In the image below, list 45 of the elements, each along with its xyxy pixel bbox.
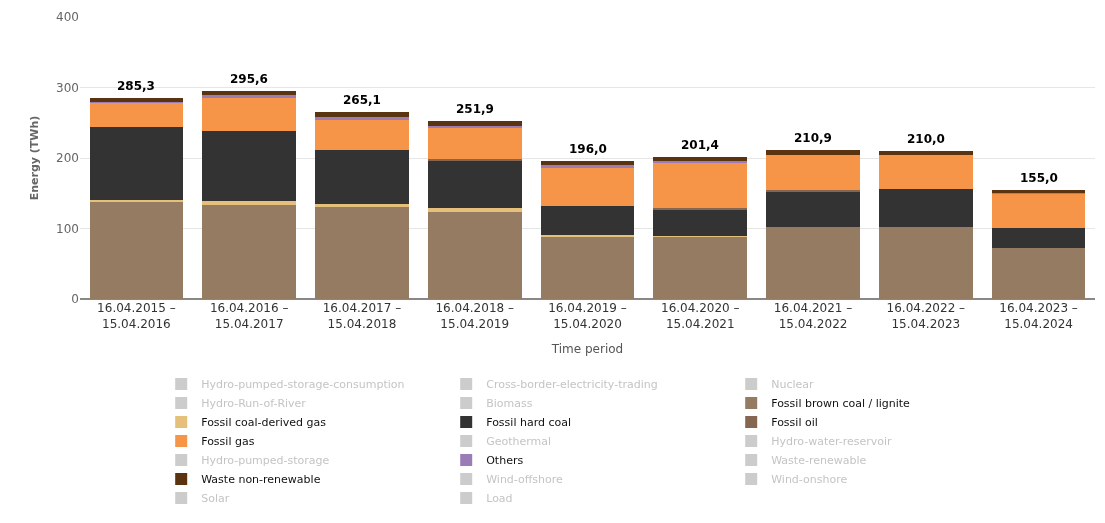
legend-label: Hydro-Run-of-River xyxy=(201,397,307,411)
legend-label: Waste-renewable xyxy=(771,454,867,468)
total-label: 196,0 xyxy=(569,142,607,156)
legend-label: Wind-onshore xyxy=(771,473,848,487)
total-label: 295,6 xyxy=(230,72,268,86)
total-label: 251,9 xyxy=(456,102,494,116)
x-tick-label: 16.04.2022 – 15.04.2023 xyxy=(886,301,966,331)
total-label: 210,0 xyxy=(907,132,945,146)
total-label: 155,0 xyxy=(1020,171,1058,185)
legend-label: Nuclear xyxy=(771,378,815,392)
x-tick-label: 16.04.2015 – 15.04.2016 xyxy=(97,301,176,331)
x-tick-label: 16.04.2023 – 15.04.2024 xyxy=(999,301,1078,331)
x-tick-label: 16.04.2018 – 15.04.2019 xyxy=(435,301,514,331)
y-tick-label: 100 xyxy=(56,221,79,236)
y-axis-title: Energy (TWh) xyxy=(27,115,41,201)
legend-label: Geothermal xyxy=(486,435,552,449)
x-tick-label: 16.04.2019 – 15.04.2020 xyxy=(548,301,627,331)
legend-label: Waste non-renewable xyxy=(201,473,321,487)
y-tick-label: 300 xyxy=(56,80,79,95)
y-tick-label: 200 xyxy=(56,151,79,166)
x-tick-label: 16.04.2020 – 15.04.2021 xyxy=(661,301,740,331)
total-label: 210,9 xyxy=(794,131,832,145)
legend-label: Hydro-pumped-storage-consumption xyxy=(201,378,405,392)
total-label: 285,3 xyxy=(117,79,155,93)
total-label: 201,4 xyxy=(681,138,719,152)
legend-label: Others xyxy=(486,454,524,468)
x-axis-title: Time period xyxy=(550,342,624,357)
x-tick-label: 16.04.2021 – 15.04.2022 xyxy=(773,301,853,331)
legend-label: Hydro-pumped-storage xyxy=(201,454,330,468)
legend-label: Fossil oil xyxy=(771,416,818,430)
legend-label: Fossil hard coal xyxy=(486,416,572,430)
legend-label: Hydro-water-reservoir xyxy=(771,435,893,449)
legend-label: Fossil gas xyxy=(201,435,255,449)
legend-label: Biomass xyxy=(486,397,533,411)
legend-label: Cross-border-electricity-trading xyxy=(486,378,658,392)
total-label: 265,1 xyxy=(343,93,381,107)
x-tick-label: 16.04.2016 – 15.04.2017 xyxy=(209,301,289,331)
legend-label: Load xyxy=(486,492,513,506)
x-tick-label: 16.04.2017 – 15.04.2018 xyxy=(322,301,402,331)
y-tick-label: 0 xyxy=(71,292,79,307)
y-tick-label: 400 xyxy=(56,10,79,25)
legend-label: Fossil brown coal / lignite xyxy=(771,397,911,411)
legend-label: Solar xyxy=(201,492,230,506)
legend-label: Fossil coal-derived gas xyxy=(201,416,327,430)
legend-label: Wind-offshore xyxy=(486,473,564,487)
